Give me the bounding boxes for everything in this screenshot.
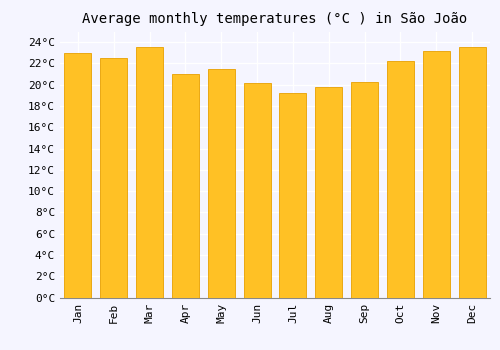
Bar — [136, 48, 163, 298]
Bar — [351, 82, 378, 298]
Bar — [458, 48, 485, 298]
Title: Average monthly temperatures (°C ) in São João: Average monthly temperatures (°C ) in Sã… — [82, 12, 468, 26]
Bar — [244, 83, 270, 298]
Bar — [64, 53, 92, 298]
Bar — [280, 93, 306, 298]
Bar — [316, 87, 342, 298]
Bar — [100, 58, 127, 298]
Bar — [423, 51, 450, 298]
Bar — [208, 69, 234, 298]
Bar — [387, 61, 414, 298]
Bar — [172, 74, 199, 298]
